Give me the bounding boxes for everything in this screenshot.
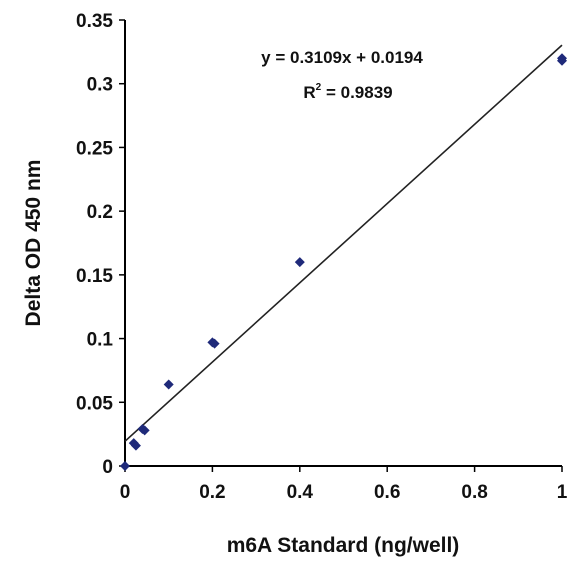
x-tick-label: 0.6 [374,482,400,503]
y-tick-label: 0.1 [87,330,114,351]
data-point [120,461,130,471]
x-tick-label: 0.2 [199,482,225,503]
y-tick-label: 0 [102,457,113,478]
y-tick-label: 0.35 [76,11,113,32]
y-tick-label: 0.2 [87,202,113,223]
y-tick-label: 0.15 [76,266,113,287]
data-point [163,379,174,390]
r-squared-label: R2 = 0.9839 [303,82,392,102]
r-squared-value: = 0.9839 [321,83,392,102]
x-axis-title: m6A Standard (ng/well) [227,534,460,557]
y-tick-label: 0.3 [87,75,113,96]
y-axis-ticks: 0 0.05 0.1 0.15 0.2 0.25 0.3 0.35 [76,11,125,478]
x-tick-label: 0.8 [461,482,487,503]
plot-area: 0 0.2 0.4 0.6 0.8 1 0 0.05 0.1 0.15 0.2 0.25 0.3 0.3… [76,11,568,503]
r-squared-base: R [303,83,315,102]
trendline [124,44,563,442]
data-point [139,425,150,436]
x-tick-label: 1 [557,482,568,503]
data-points [120,53,567,471]
y-tick-label: 0.05 [76,393,113,414]
data-point [294,257,305,268]
r-squared-exponent: 2 [316,82,322,93]
data-point [557,55,567,66]
x-tick-label: 0.4 [287,482,314,503]
data-point [130,440,141,451]
x-axis-ticks: 0 0.2 0.4 0.6 0.8 1 [120,466,568,503]
y-axis-title: Delta OD 450 nm [22,160,45,327]
x-tick-label: 0 [120,482,131,503]
regression-equation: y = 0.3109x + 0.0194 [261,48,423,67]
data-point [209,338,220,349]
y-tick-label: 0.25 [76,138,113,159]
